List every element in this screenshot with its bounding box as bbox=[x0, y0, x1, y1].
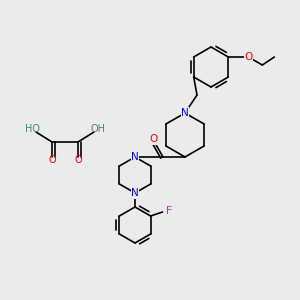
Text: OH: OH bbox=[91, 124, 106, 134]
Text: O: O bbox=[244, 52, 252, 62]
Text: N: N bbox=[181, 108, 189, 118]
Text: O: O bbox=[48, 155, 56, 165]
Text: N: N bbox=[131, 188, 139, 198]
Text: HO: HO bbox=[25, 124, 40, 134]
Text: N: N bbox=[131, 152, 139, 162]
Text: O: O bbox=[74, 155, 82, 165]
Text: F: F bbox=[166, 206, 172, 216]
Text: O: O bbox=[149, 134, 157, 144]
